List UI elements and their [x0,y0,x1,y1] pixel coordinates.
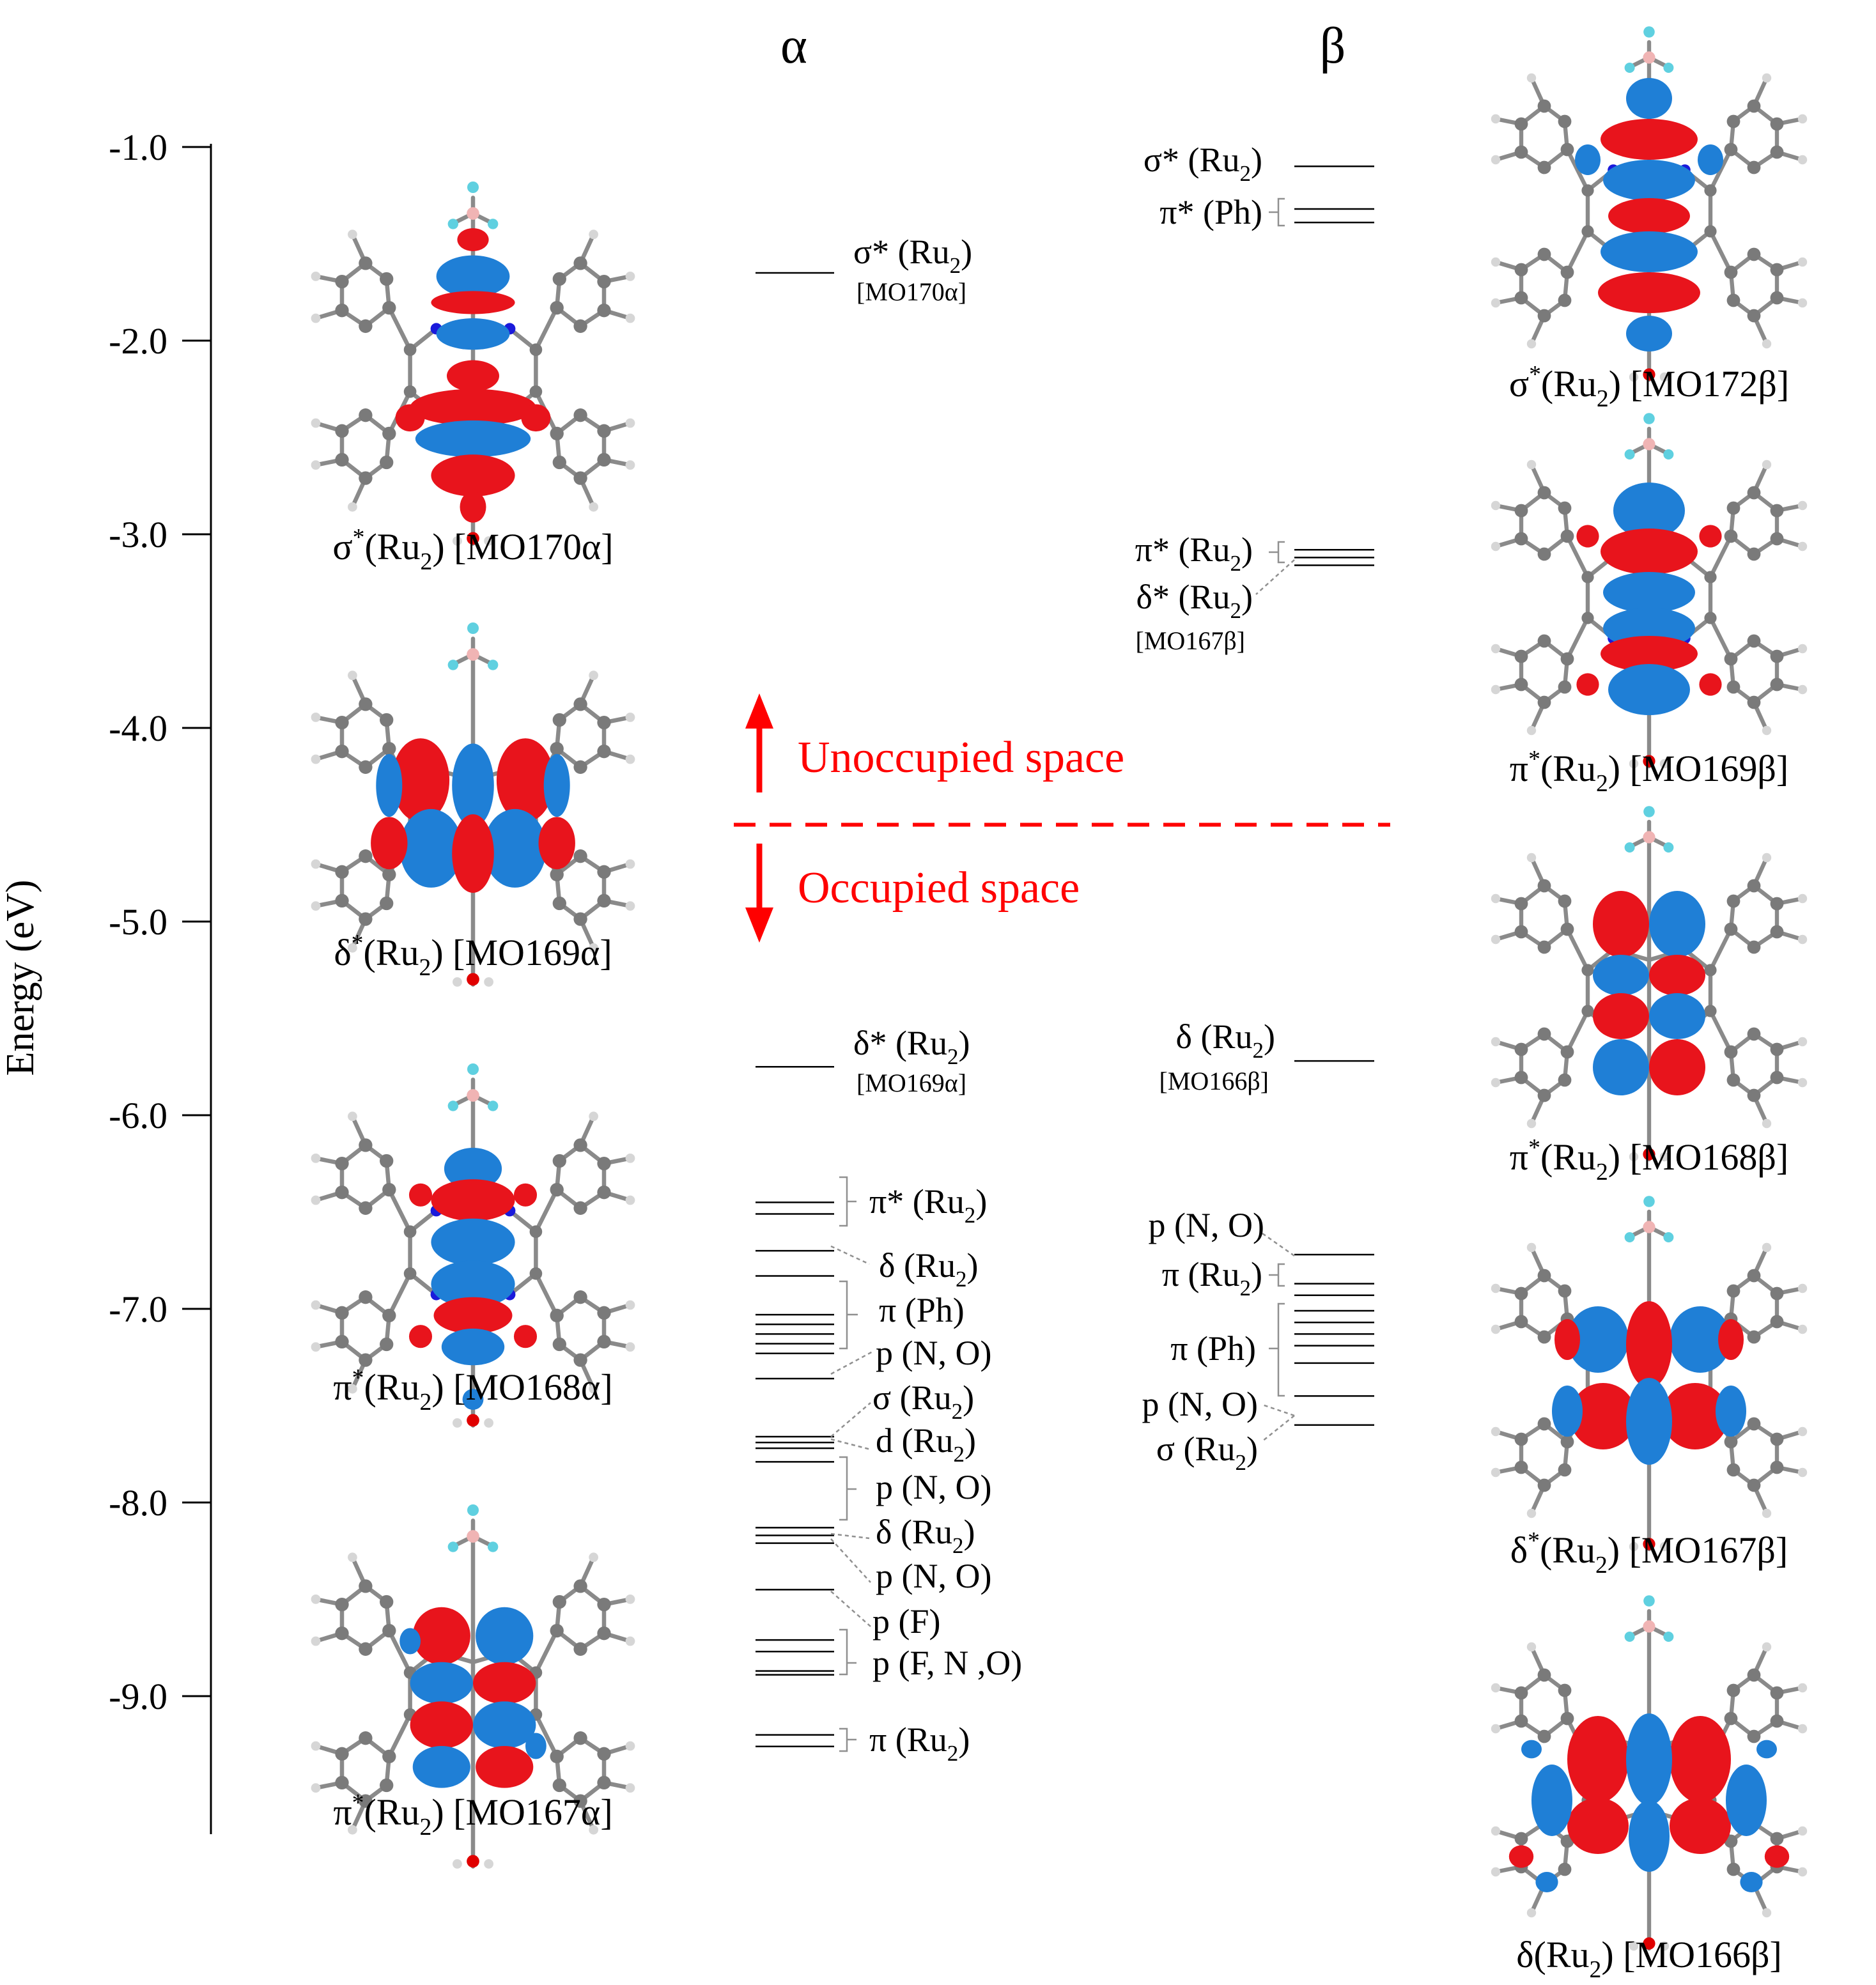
axis-tick-label: -1.0 [109,127,167,168]
alpha-levels [756,272,834,1748]
alpha-orbital-caption: δ*(Ru2) [MO169α] [334,930,612,981]
alpha-label-pi-ph: π (Ph) [879,1291,965,1329]
beta-orbital-caption: σ*(Ru2) [MO172β] [1509,361,1789,412]
alpha-connectors [830,1176,873,1752]
beta-orbital-caption: π*(Ru2) [MO169β] [1510,746,1788,797]
alpha-label-d: d (Ru2) [876,1421,976,1467]
alpha-label-pi-star: π* (Ru2) [869,1182,987,1228]
beta-header: β [1320,18,1346,74]
axis-tick-label: -4.0 [109,707,167,749]
axis-tick-label: -7.0 [109,1288,167,1330]
orbital-image-mo166-beta [1491,1595,1807,1950]
axis-tick-label: -6.0 [109,1095,167,1136]
beta-label-p-no-2: p (N, O) [1142,1385,1258,1423]
beta-tag-mo166: [MO166β] [1159,1067,1269,1095]
alpha-label-sigma-star: σ* (Ru2) [853,233,972,278]
energy-axis-label: Energy (eV) [0,879,42,1076]
axis-tick-label: -5.0 [109,901,167,943]
alpha-label-p-f: p (F) [872,1602,941,1641]
alpha-header: α [780,18,807,74]
beta-levels [1294,166,1374,1426]
alpha-orbital-caption: π*(Ru2) [MO168α] [333,1364,612,1416]
alpha-label-pi: π (Ru2) [869,1720,970,1766]
occupied-label: Occupied space [798,863,1080,913]
beta-orbital-caption: δ(Ru2) [MO166β] [1516,1934,1782,1982]
alpha-label-p-no-1: p (N, O) [876,1334,991,1372]
alpha-orbital-caption: σ*(Ru2) [MO170α] [332,524,613,575]
beta-label-pi: π (Ru2) [1162,1255,1262,1301]
axis-tick-label: -2.0 [109,320,167,362]
beta-orbital-caption: δ*(Ru2) [MO167β] [1510,1527,1788,1579]
axis-tick-label: -9.0 [109,1676,167,1717]
beta-label-p-no-1: p (N, O) [1149,1206,1264,1244]
axis-tick-label: -8.0 [109,1482,167,1524]
alpha-label-p-no-2: p (N, O) [876,1468,991,1506]
alpha-label-delta: δ (Ru2) [879,1246,978,1292]
beta-label-sigma: σ (Ru2) [1156,1430,1258,1475]
beta-orbital-caption: π*(Ru2) [MO168β] [1510,1134,1788,1186]
alpha-tag-mo169: [MO169α] [857,1069,966,1097]
beta-label-delta: δ (Ru2) [1176,1017,1275,1063]
beta-label-sigma-star: σ* (Ru2) [1143,141,1262,186]
alpha-label-p-fno: p (F, N ,O) [872,1644,1022,1682]
alpha-label-p-no-3: p (N, O) [876,1557,991,1595]
unoccupied-arrow [745,693,773,792]
energy-axis: -1.0 -2.0 -3.0 -4.0 -5.0 -6.0 -7.0 -8.0 -9.0 [109,127,212,1834]
occupied-arrow [745,844,773,943]
beta-connectors [1255,197,1295,1442]
orbital-image-mo168-beta [1491,806,1807,1161]
orbital-image-mo172-beta [1491,26,1807,382]
beta-label-delta-star: δ* (Ru2) [1136,578,1253,623]
orbital-image-mo168-alpha [311,1063,635,1428]
beta-tag-mo167: [MO167β] [1136,626,1245,655]
orbital-image-mo167-alpha [311,1504,635,1869]
alpha-orbital-caption: π*(Ru2) [MO167α] [333,1789,612,1841]
orbital-image-mo169-beta [1491,413,1807,768]
beta-label-pi-star: π* (Ru2) [1135,530,1253,576]
orbital-image-mo169-alpha [311,622,635,987]
axis-tick-label: -3.0 [109,514,167,555]
alpha-label-sigma: σ (Ru2) [872,1379,974,1424]
alpha-label-delta-2: δ (Ru2) [876,1513,975,1558]
unoccupied-label: Unoccupied space [798,733,1124,782]
orbital-image-mo167-beta [1491,1196,1807,1551]
alpha-tag-mo170: [MO170α] [857,277,966,306]
orbital-image-mo170-alpha [311,182,635,546]
beta-label-pi-ph: π (Ph) [1170,1329,1256,1368]
alpha-label-delta-star: δ* (Ru2) [853,1024,970,1069]
beta-label-pi-star-ph: π* (Ph) [1159,193,1262,231]
